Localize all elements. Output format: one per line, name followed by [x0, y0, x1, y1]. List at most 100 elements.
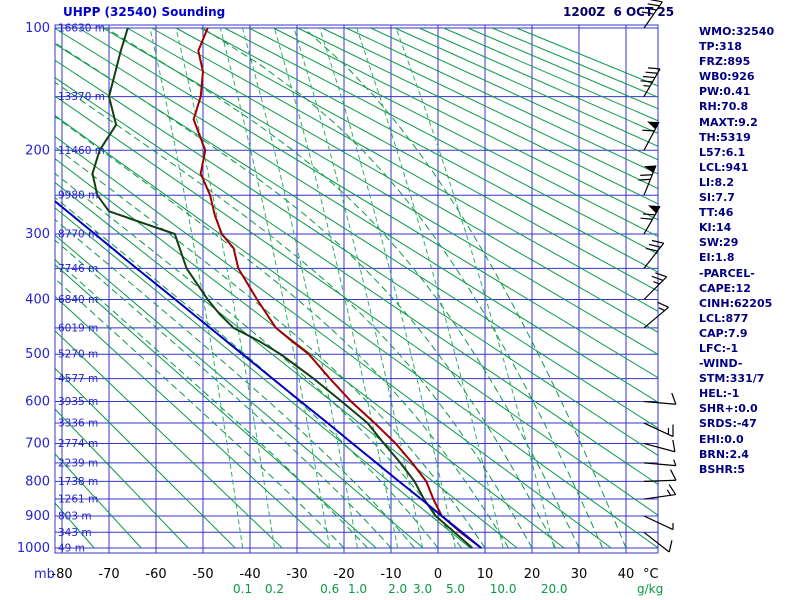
stat-line: PW:0.41: [699, 85, 751, 99]
stat-line: LCL:877: [699, 311, 749, 325]
stat-line: L57:6.1: [699, 145, 746, 159]
svg-text:3935 m: 3935 m: [58, 396, 98, 408]
svg-text:5.0: 5.0: [446, 582, 465, 596]
adiabat-lines: [55, 27, 658, 549]
svg-text:6019 m: 6019 m: [58, 322, 98, 334]
svg-text:4577 m: 4577 m: [58, 373, 98, 385]
stat-line: TT:46: [699, 206, 734, 220]
svg-text:1261 m: 1261 m: [58, 494, 98, 506]
stat-line: FRZ:895: [699, 55, 751, 69]
stat-line: -WIND-: [699, 357, 743, 371]
svg-text:1000: 1000: [17, 541, 50, 556]
dry-adiabats: [55, 27, 658, 549]
stat-line: TH:5319: [699, 130, 751, 144]
svg-text:g/kg: g/kg: [637, 582, 663, 596]
mixing-ratio-lines: [149, 27, 555, 549]
svg-text:30: 30: [571, 567, 588, 582]
svg-text:700: 700: [25, 436, 50, 451]
svg-text:803 m: 803 m: [58, 511, 92, 523]
svg-text:100: 100: [25, 21, 50, 36]
svg-text:500: 500: [25, 347, 50, 362]
parcel-trace: [55, 199, 482, 549]
svg-text:6840 m: 6840 m: [58, 294, 98, 306]
stat-line: SW:29: [699, 236, 739, 250]
svg-text:-30: -30: [286, 567, 307, 582]
stat-line: STM:331/7: [699, 372, 765, 386]
svg-text:800: 800: [25, 474, 50, 489]
svg-text:5270 m: 5270 m: [58, 349, 98, 361]
stat-line: CAPE:12: [699, 281, 751, 295]
stat-line: MAXT:9.2: [699, 115, 758, 129]
svg-text:200: 200: [25, 143, 50, 158]
svg-text:-40: -40: [239, 567, 260, 582]
svg-text:1.0: 1.0: [348, 582, 367, 596]
svg-text:40: 40: [618, 567, 635, 582]
svg-text:600: 600: [25, 394, 50, 409]
svg-text:3336 m: 3336 m: [58, 418, 98, 430]
svg-text:0.6: 0.6: [320, 582, 339, 596]
stats-panel: WMO:32540 TP:318 FRZ:895 WB0:926 PW:0.41 RH:7…: [699, 24, 774, 477]
stat-line: CAP:7.9: [699, 326, 748, 340]
svg-text:0.2: 0.2: [265, 582, 284, 596]
stat-line: LI:8.2: [699, 175, 734, 189]
svg-text:20.0: 20.0: [541, 582, 568, 596]
svg-text:300: 300: [25, 227, 50, 242]
svg-text:10: 10: [477, 567, 494, 582]
svg-text:-60: -60: [145, 567, 166, 582]
svg-text:3.0: 3.0: [413, 582, 432, 596]
svg-text:-70: -70: [98, 567, 119, 582]
stat-line: EI:1.8: [699, 251, 735, 265]
svg-text:-80: -80: [51, 567, 72, 582]
svg-text:-20: -20: [333, 567, 354, 582]
svg-text:8770 m: 8770 m: [58, 228, 98, 240]
svg-text:2.0: 2.0: [388, 582, 407, 596]
stat-line: EHI:0.0: [699, 432, 744, 446]
stat-line: KI:14: [699, 221, 732, 235]
svg-text:0.1: 0.1: [233, 582, 252, 596]
svg-text:11460 m: 11460 m: [58, 145, 105, 157]
stat-line: WMO:32540: [699, 25, 775, 38]
stat-line: LFC:-1: [699, 341, 739, 355]
stat-line: WB0:926: [699, 70, 755, 84]
svg-text:400: 400: [25, 292, 50, 307]
svg-text:2239 m: 2239 m: [58, 457, 98, 469]
svg-text:49 m: 49 m: [58, 543, 85, 555]
stat-line: TP:318: [699, 40, 742, 54]
svg-text:-10: -10: [380, 567, 401, 582]
stat-line: -PARCEL-: [699, 266, 755, 280]
stat-line: CINH:62205: [699, 296, 773, 310]
datetime-label: 1200Z 6 OCT 25: [563, 5, 675, 19]
stat-line: BSHR:5: [699, 462, 746, 476]
svg-text:°C: °C: [643, 567, 659, 582]
svg-text:343 m: 343 m: [58, 527, 92, 539]
svg-text:20: 20: [524, 567, 541, 582]
dewpoint-trace: [91, 27, 473, 549]
stat-line: HEL:-1: [699, 387, 740, 401]
temperature-trace: [192, 27, 482, 549]
svg-text:0: 0: [434, 567, 442, 582]
svg-text:9980 m: 9980 m: [58, 190, 98, 202]
svg-text:13370 m: 13370 m: [58, 91, 105, 103]
stat-line: RH:70.8: [699, 100, 749, 114]
stat-line: BRN:2.4: [699, 447, 749, 461]
svg-text:1738 m: 1738 m: [58, 476, 98, 488]
stat-line: SI:7.7: [699, 191, 735, 205]
svg-text:7746 m: 7746 m: [58, 263, 98, 275]
svg-text:16630 m: 16630 m: [58, 23, 105, 35]
stat-line: SHR+:0.0: [699, 402, 758, 416]
svg-text:10.0: 10.0: [490, 582, 517, 596]
svg-text:900: 900: [25, 509, 50, 524]
height-labels: 16630 m 13370 m 11460 m 9980 m 8770 m 7746 m 6…: [58, 23, 105, 555]
svg-text:2774 m: 2774 m: [58, 438, 98, 450]
stat-line: SRDS:-47: [699, 417, 757, 431]
profile-traces: [55, 27, 482, 549]
svg-text:mb: mb: [34, 567, 55, 582]
grid-lines: [55, 25, 658, 553]
page-title: UHPP (32540) Sounding: [63, 5, 226, 19]
wind-barbs: [638, 0, 677, 553]
stat-line: LCL:941: [699, 160, 749, 174]
plot-border: [54, 24, 659, 554]
